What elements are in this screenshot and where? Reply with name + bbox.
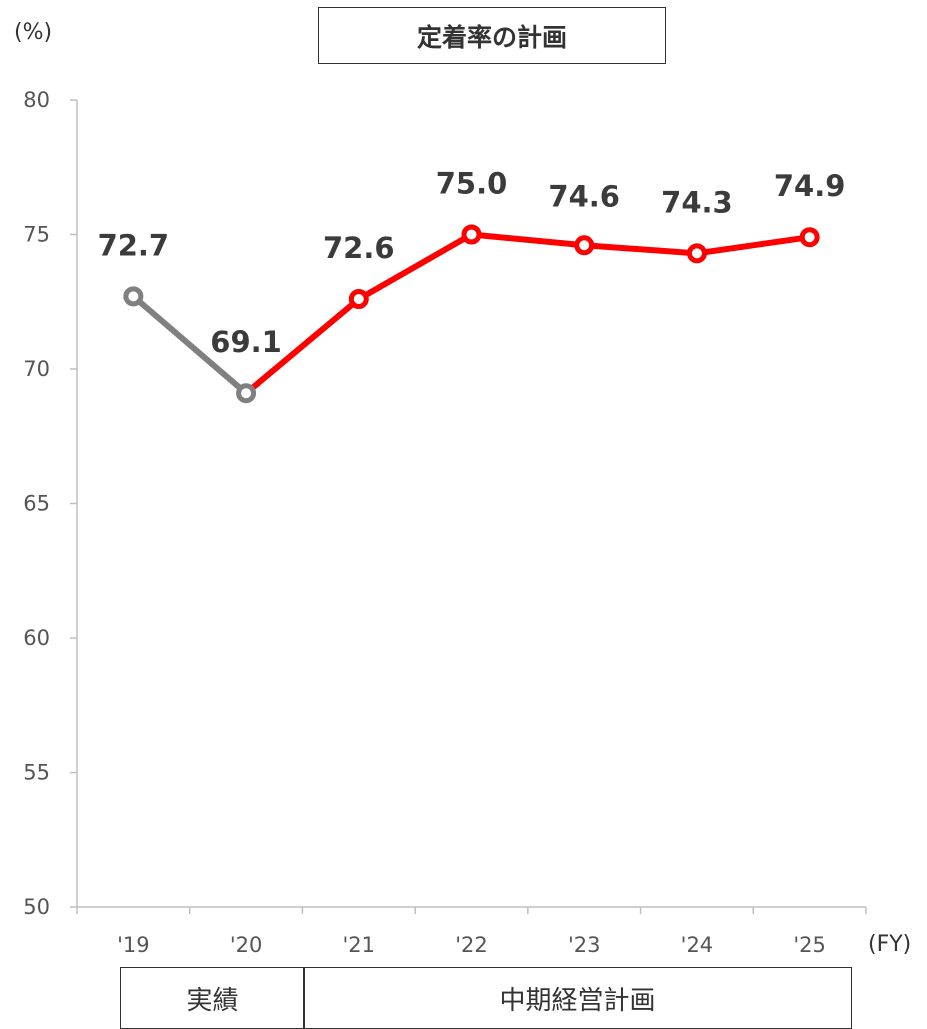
x-tick-label: '19 <box>117 933 150 957</box>
x-axis-unit: (FY) <box>868 932 912 957</box>
data-labels: 72.7 69.1 72.6 75.0 74.6 74.3 74.9 <box>98 167 846 360</box>
chart-axes: 50 55 60 65 70 75 80 '19 '20 '21 '22 '23 '24 '25 <box>23 88 867 957</box>
data-label: 69.1 <box>210 325 282 359</box>
x-tick-label: '20 <box>230 933 263 957</box>
y-tick-label: 80 <box>23 88 50 112</box>
y-tick-label: 70 <box>23 357 50 381</box>
data-point <box>686 243 707 264</box>
series-markers <box>123 224 820 404</box>
y-tick-label: 75 <box>23 223 50 247</box>
data-label: 74.3 <box>661 185 733 219</box>
chart-title: 定着率の計画 <box>318 7 666 64</box>
y-tick-label: 50 <box>23 895 50 919</box>
period-actual-label: 実績 <box>120 967 305 1029</box>
data-point <box>348 289 369 310</box>
series-line-segment-0 <box>130 293 250 397</box>
y-tick-label: 55 <box>23 761 50 785</box>
data-label: 74.6 <box>548 179 620 213</box>
data-label: 75.0 <box>436 167 508 201</box>
data-point <box>799 227 820 248</box>
data-label: 72.6 <box>323 231 395 265</box>
x-tick-label: '21 <box>343 933 376 957</box>
data-label: 72.7 <box>98 228 170 262</box>
data-point <box>574 235 595 256</box>
y-tick-label: 60 <box>23 626 50 650</box>
series-lines <box>130 231 813 397</box>
y-axis-unit: (%) <box>14 20 53 45</box>
data-point <box>461 224 482 245</box>
data-label: 74.9 <box>774 169 846 203</box>
y-tick-label: 65 <box>23 492 50 516</box>
x-tick-label: '23 <box>568 933 601 957</box>
data-point <box>123 286 144 307</box>
x-tick-label: '24 <box>681 933 714 957</box>
period-plan-label: 中期経営計画 <box>303 967 852 1029</box>
x-tick-label: '25 <box>793 933 826 957</box>
data-point <box>236 383 257 404</box>
series-line-segment-1 <box>243 231 813 397</box>
x-tick-label: '22 <box>455 933 488 957</box>
